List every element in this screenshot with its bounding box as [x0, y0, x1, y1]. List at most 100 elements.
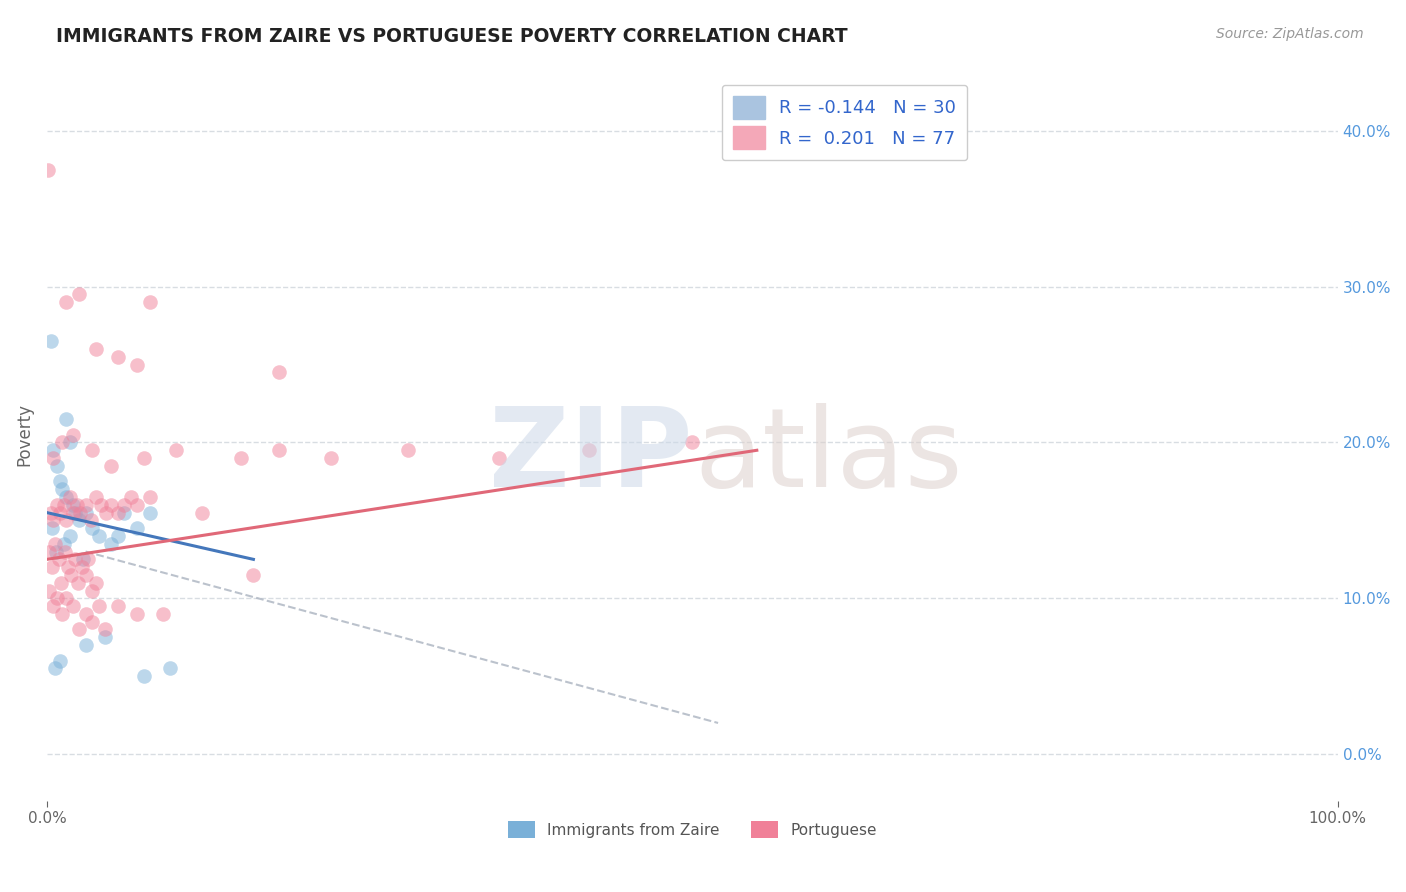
Point [152, 607, 174, 621]
Point [46, 591, 69, 606]
Point [52, 498, 75, 512]
Text: atlas: atlas [695, 403, 963, 510]
Point [48, 552, 70, 566]
Point [75, 506, 97, 520]
Point [87, 599, 110, 613]
Point [488, 451, 510, 466]
Point [49, 475, 72, 489]
Point [38, 544, 60, 558]
Point [127, 521, 149, 535]
Y-axis label: Poverty: Poverty [15, 403, 32, 467]
Point [60, 568, 83, 582]
Point [120, 490, 142, 504]
Point [75, 498, 97, 512]
Point [51, 607, 73, 621]
Point [59, 529, 82, 543]
Point [80, 443, 103, 458]
Point [46, 458, 69, 473]
Point [681, 435, 703, 450]
Point [42, 443, 65, 458]
Point [396, 443, 419, 458]
Point [75, 568, 97, 582]
Point [107, 529, 129, 543]
Point [107, 506, 129, 520]
Point [100, 537, 122, 551]
Point [80, 583, 103, 598]
Point [84, 490, 107, 504]
Point [59, 490, 82, 504]
Point [100, 498, 122, 512]
Point [80, 513, 103, 527]
Text: ZIP: ZIP [489, 403, 692, 510]
Point [94, 630, 117, 644]
Point [62, 427, 84, 442]
Point [42, 599, 65, 613]
Point [107, 350, 129, 364]
Point [191, 506, 214, 520]
Legend: Immigrants from Zaire, Portuguese: Immigrants from Zaire, Portuguese [502, 814, 883, 845]
Point [112, 498, 135, 512]
Point [49, 654, 72, 668]
Point [45, 544, 67, 558]
Point [65, 506, 87, 520]
Point [94, 623, 117, 637]
Point [62, 498, 84, 512]
Point [70, 560, 93, 574]
Point [67, 287, 90, 301]
Point [127, 607, 149, 621]
Text: Source: ZipAtlas.com: Source: ZipAtlas.com [1216, 27, 1364, 41]
Point [112, 506, 135, 520]
Point [62, 599, 84, 613]
Point [52, 537, 75, 551]
Point [49, 575, 72, 590]
Point [132, 451, 155, 466]
Point [72, 552, 94, 566]
Point [42, 451, 65, 466]
Point [62, 506, 84, 520]
Point [242, 568, 264, 582]
Point [56, 560, 79, 574]
Point [139, 506, 162, 520]
Point [44, 661, 66, 675]
Text: IMMIGRANTS FROM ZAIRE VS PORTUGUESE POVERTY CORRELATION CHART: IMMIGRANTS FROM ZAIRE VS PORTUGUESE POVE… [56, 27, 848, 45]
Point [59, 435, 82, 450]
Point [65, 552, 87, 566]
Point [51, 435, 73, 450]
Point [127, 358, 149, 372]
Point [80, 521, 103, 535]
Point [165, 443, 187, 458]
Point [41, 521, 63, 535]
Point [69, 506, 91, 520]
Point [55, 490, 77, 504]
Point [132, 669, 155, 683]
Point [37, 162, 59, 177]
Point [51, 482, 73, 496]
Point [84, 342, 107, 356]
Point [107, 599, 129, 613]
Point [139, 295, 162, 310]
Point [65, 498, 87, 512]
Point [139, 490, 162, 504]
Point [75, 638, 97, 652]
Point [55, 412, 77, 426]
Point [84, 575, 107, 590]
Point [75, 607, 97, 621]
Point [87, 529, 110, 543]
Point [38, 583, 60, 598]
Point [127, 498, 149, 512]
Point [55, 513, 77, 527]
Point [46, 498, 69, 512]
Point [67, 513, 90, 527]
Point [55, 591, 77, 606]
Point [229, 451, 252, 466]
Point [319, 451, 342, 466]
Point [67, 623, 90, 637]
Point [90, 498, 112, 512]
Point [39, 506, 62, 520]
Point [96, 506, 118, 520]
Point [41, 560, 63, 574]
Point [53, 544, 76, 558]
Point [269, 443, 291, 458]
Point [42, 513, 65, 527]
Point [66, 575, 89, 590]
